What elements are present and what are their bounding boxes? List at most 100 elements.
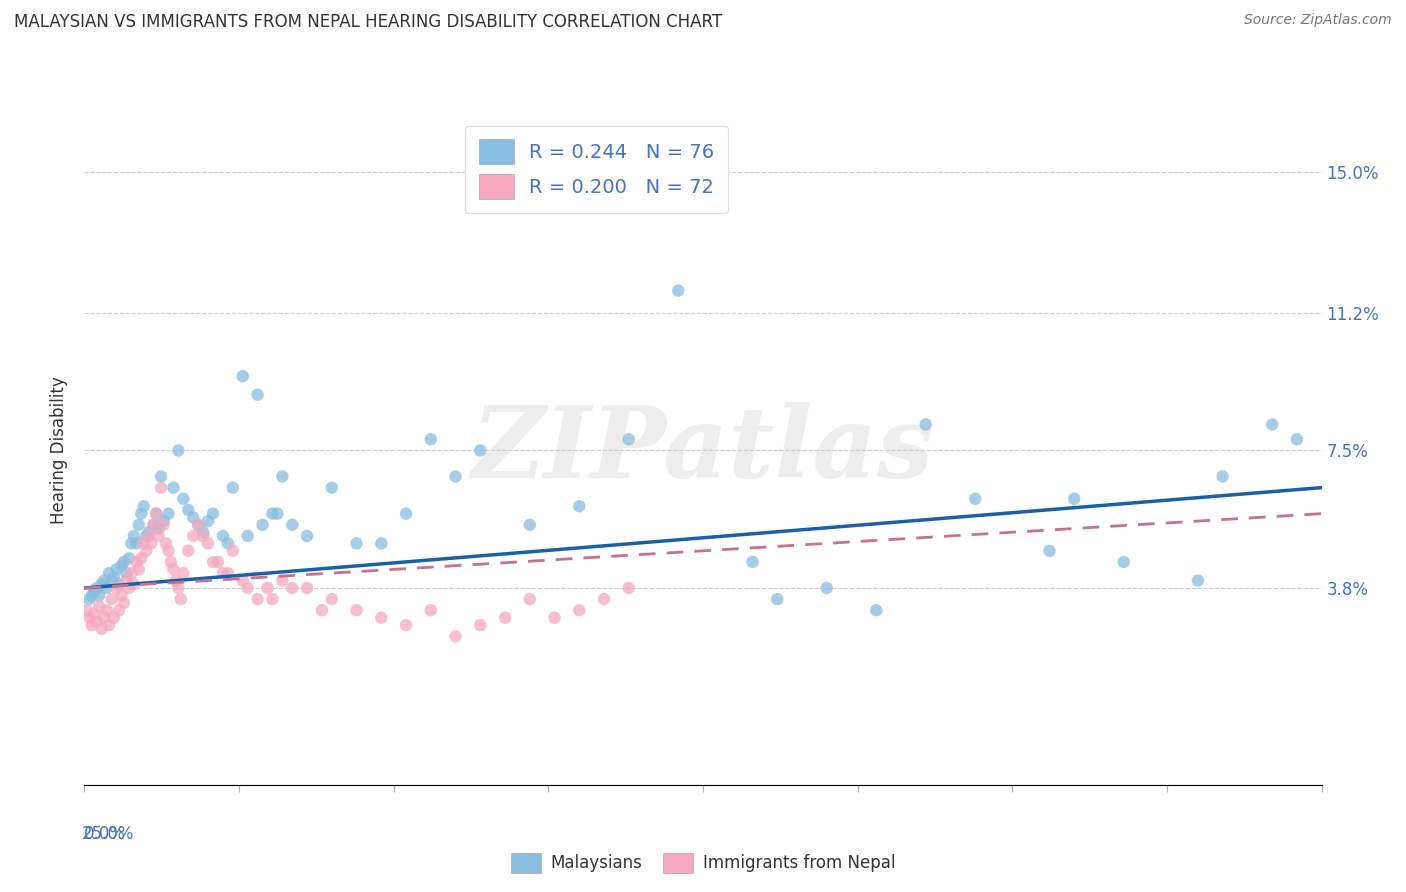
Point xyxy=(197,536,219,550)
Point xyxy=(132,500,155,514)
Point xyxy=(766,592,789,607)
Y-axis label: Hearing Disability: Hearing Disability xyxy=(51,376,69,524)
Point xyxy=(157,544,180,558)
Point xyxy=(128,562,150,576)
Point xyxy=(321,481,343,495)
Point xyxy=(162,481,184,495)
Point xyxy=(76,603,98,617)
Point xyxy=(122,577,145,591)
Point xyxy=(617,581,640,595)
Point xyxy=(135,529,157,543)
Point xyxy=(965,491,987,506)
Point xyxy=(110,589,132,603)
Point xyxy=(311,603,333,617)
Point xyxy=(212,566,235,581)
Point xyxy=(120,536,142,550)
Point xyxy=(232,574,254,588)
Point xyxy=(252,517,274,532)
Point xyxy=(105,581,128,595)
Point xyxy=(256,581,278,595)
Point xyxy=(98,566,121,581)
Point xyxy=(138,529,160,543)
Point xyxy=(115,574,138,588)
Point xyxy=(83,584,105,599)
Point xyxy=(281,581,304,595)
Point xyxy=(157,507,180,521)
Point xyxy=(90,622,112,636)
Point xyxy=(593,592,616,607)
Point xyxy=(152,514,174,528)
Point xyxy=(1063,491,1085,506)
Point xyxy=(271,574,294,588)
Point xyxy=(470,618,492,632)
Text: 0.0%: 0.0% xyxy=(84,825,127,843)
Point xyxy=(232,369,254,384)
Point xyxy=(142,517,165,532)
Point xyxy=(112,596,135,610)
Point xyxy=(1285,433,1308,447)
Point xyxy=(165,574,187,588)
Point xyxy=(346,536,368,550)
Point xyxy=(568,603,591,617)
Point xyxy=(86,615,108,629)
Point xyxy=(135,544,157,558)
Point xyxy=(150,481,173,495)
Point xyxy=(79,611,101,625)
Point xyxy=(148,521,170,535)
Point xyxy=(93,611,115,625)
Point xyxy=(395,507,418,521)
Point xyxy=(79,592,101,607)
Point xyxy=(666,284,689,298)
Point xyxy=(543,611,565,625)
Point xyxy=(217,536,239,550)
Point xyxy=(167,581,190,595)
Point xyxy=(145,507,167,521)
Point xyxy=(187,517,209,532)
Point xyxy=(152,517,174,532)
Point xyxy=(167,443,190,458)
Point xyxy=(494,611,516,625)
Point xyxy=(96,581,118,595)
Point xyxy=(115,566,138,581)
Point xyxy=(568,500,591,514)
Point xyxy=(172,491,194,506)
Text: ZIPatlas: ZIPatlas xyxy=(472,402,934,499)
Point xyxy=(129,551,152,566)
Point xyxy=(370,536,392,550)
Point xyxy=(236,581,259,595)
Point xyxy=(395,618,418,632)
Point xyxy=(120,566,142,581)
Point xyxy=(110,558,132,573)
Point xyxy=(370,611,392,625)
Point xyxy=(177,544,200,558)
Point xyxy=(187,517,209,532)
Point xyxy=(93,574,115,588)
Point xyxy=(197,514,219,528)
Point xyxy=(103,570,125,584)
Point xyxy=(444,469,467,483)
Point xyxy=(246,387,269,401)
Point xyxy=(865,603,887,617)
Point xyxy=(191,529,214,543)
Point xyxy=(129,507,152,521)
Point xyxy=(89,599,111,614)
Point xyxy=(108,603,131,617)
Point xyxy=(419,433,441,447)
Legend: Malaysians, Immigrants from Nepal: Malaysians, Immigrants from Nepal xyxy=(505,847,901,880)
Point xyxy=(89,589,111,603)
Point xyxy=(470,443,492,458)
Point xyxy=(295,581,318,595)
Point xyxy=(815,581,838,595)
Point xyxy=(262,507,284,521)
Point xyxy=(103,611,125,625)
Point xyxy=(181,510,204,524)
Text: MALAYSIAN VS IMMIGRANTS FROM NEPAL HEARING DISABILITY CORRELATION CHART: MALAYSIAN VS IMMIGRANTS FROM NEPAL HEARI… xyxy=(14,13,723,31)
Point xyxy=(148,529,170,543)
Legend: R = 0.244   N = 76, R = 0.200   N = 72: R = 0.244 N = 76, R = 0.200 N = 72 xyxy=(465,126,728,212)
Point xyxy=(80,589,103,603)
Point xyxy=(100,592,122,607)
Point xyxy=(150,469,173,483)
Point xyxy=(271,469,294,483)
Point xyxy=(118,551,141,566)
Point xyxy=(321,592,343,607)
